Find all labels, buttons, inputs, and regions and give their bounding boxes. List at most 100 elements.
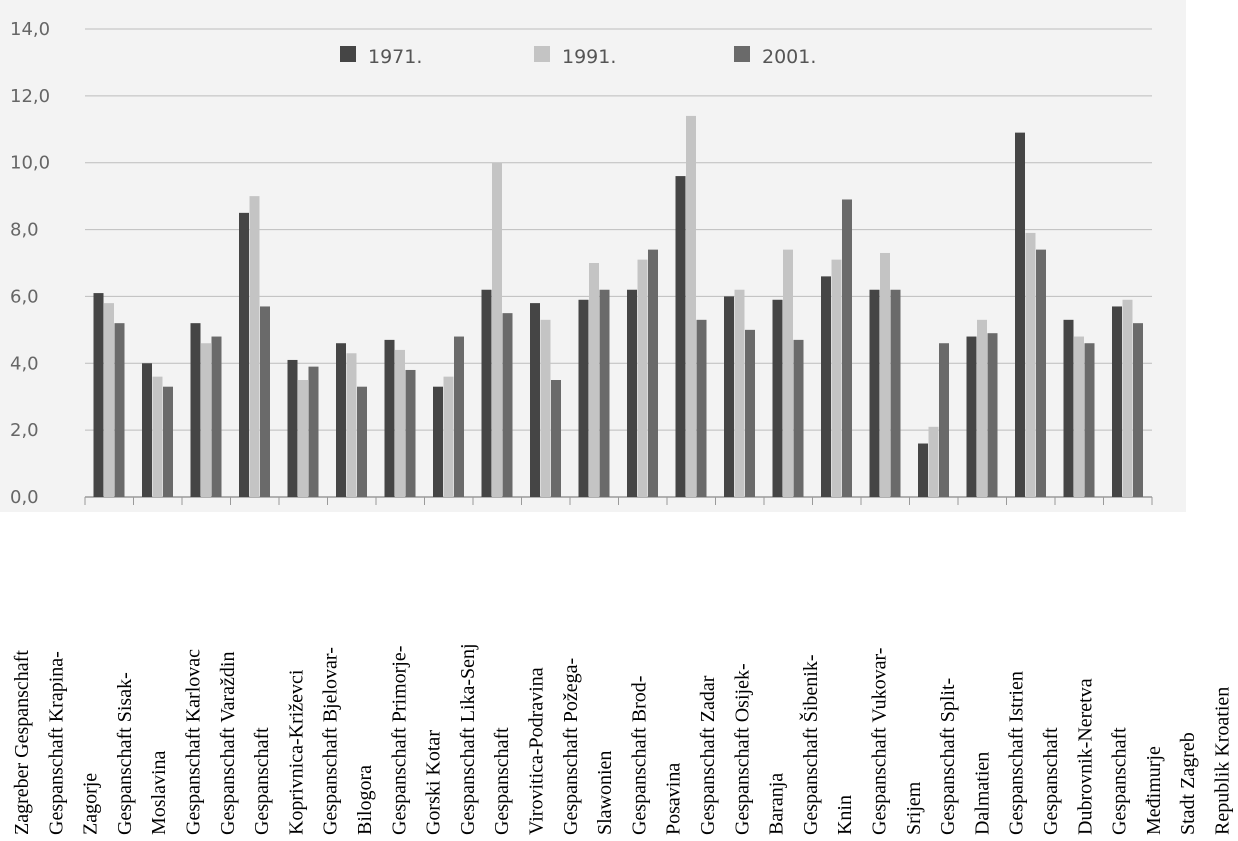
bar-1991-9 [540, 319, 551, 497]
y-tick-label: 0,0 [10, 487, 39, 508]
bar-1991-8 [492, 162, 502, 497]
category-label: Međimurje [1143, 746, 1165, 835]
category-labels: Zagreber Gespanschaft Gespanschaft Krapin… [11, 643, 1234, 835]
bar-2001-1 [163, 386, 173, 497]
category-label: Gespanschaft Brod- [628, 676, 650, 835]
bar-2001-21 [1133, 323, 1143, 497]
bar-2001-0 [114, 323, 125, 497]
bar-1971-14 [772, 299, 783, 497]
bars [93, 115, 1143, 498]
bar-1971-16 [869, 289, 880, 497]
y-tick-label: 14,0 [10, 19, 50, 40]
bar-2001-9 [551, 380, 561, 497]
category-label: Baranja [766, 773, 788, 835]
category-label: Gespanschaft Istrien [1006, 671, 1028, 835]
bar-2001-8 [502, 313, 513, 497]
bar-2001-17 [939, 343, 949, 497]
category-label: Bilogora [354, 765, 376, 835]
bar-1991-0 [104, 303, 114, 497]
category-label: Gespanschaft [1109, 727, 1131, 835]
legend-swatch [340, 46, 356, 62]
category-label: Stadt Zagreb [1177, 732, 1199, 835]
bar-1971-5 [336, 343, 346, 497]
bar-1991-11 [637, 259, 648, 497]
bar-2001-20 [1084, 343, 1095, 497]
bar-2001-12 [696, 319, 707, 497]
bar-1971-12 [675, 176, 686, 498]
bar-1971-10 [578, 299, 589, 497]
bar-2001-7 [454, 336, 464, 497]
category-label: Koprivnica-Križevci [285, 669, 307, 835]
category-label: Knin [834, 795, 856, 835]
legend-label: 1971. [368, 46, 422, 68]
bar-1971-11 [627, 289, 637, 497]
category-label: Gespanschaft Požega- [560, 658, 582, 835]
bar-1971-20 [1063, 319, 1074, 497]
bar-2001-11 [648, 249, 658, 497]
bar-2001-6 [405, 369, 416, 497]
y-tick-label: 4,0 [10, 353, 39, 374]
bar-2001-16 [890, 289, 901, 497]
bar-1991-10 [589, 263, 599, 497]
category-label: Gespanschaft [1040, 727, 1062, 835]
bar-2001-15 [842, 199, 852, 497]
bar-1971-9 [530, 303, 540, 497]
bar-1971-7 [433, 386, 443, 497]
bar-1991-19 [1025, 232, 1036, 497]
bar-1971-6 [384, 339, 395, 497]
y-tick-label: 2,0 [10, 420, 39, 441]
category-label: Virovitica-Podravina [526, 667, 548, 835]
bar-2001-19 [1036, 249, 1046, 497]
bar-1971-1 [142, 363, 152, 497]
bar-1971-2 [190, 323, 201, 497]
bar-1971-18 [966, 336, 977, 497]
legend-label: 1991. [562, 46, 616, 68]
y-tick-label: 8,0 [10, 220, 39, 241]
category-label: Slawonien [594, 751, 616, 835]
category-label: Gespanschaft Zadar [697, 675, 719, 835]
category-label: Gespanschaft Osijek- [731, 663, 753, 835]
bar-1971-0 [93, 293, 104, 497]
legend-swatch [734, 46, 750, 62]
category-label: Moslavina [148, 750, 170, 835]
bar-1991-2 [201, 343, 211, 497]
category-label: Posavina [663, 763, 685, 835]
bar-2001-3 [260, 306, 270, 497]
bar-1971-21 [1112, 306, 1122, 497]
bar-1991-17 [928, 426, 939, 497]
bar-2001-13 [745, 329, 755, 497]
category-label: Republik Kroatien [1212, 687, 1234, 835]
category-label: Gorski Kotar [423, 730, 445, 835]
category-label: Gespanschaft [251, 727, 273, 835]
legend: 1971. 1991. 2001. [340, 46, 816, 68]
bar-1991-5 [346, 353, 357, 497]
bar-1991-15 [831, 259, 842, 497]
category-label: Dubrovnik-Neretva [1074, 678, 1096, 835]
bar-2001-14 [793, 339, 804, 497]
bar-1991-20 [1074, 336, 1084, 497]
bar-1991-6 [395, 349, 405, 497]
category-label: Srijem [903, 781, 925, 835]
bar-1991-12 [686, 115, 696, 498]
bar-1971-8 [481, 289, 492, 497]
bar-2001-4 [308, 366, 319, 497]
category-label: Gespanschaft Sisak- [114, 672, 136, 835]
bar-2001-2 [211, 336, 222, 497]
bar-1991-21 [1122, 299, 1133, 497]
legend-swatch [534, 46, 550, 62]
category-label: Gespanschaft Split- [937, 678, 959, 835]
bar-2001-18 [987, 333, 998, 497]
category-label: Gespanschaft Šibenik- [798, 654, 822, 835]
category-label: Zagreber Gespanschaft [11, 650, 33, 835]
category-label: Gespanschaft [491, 727, 513, 835]
bar-1971-13 [724, 296, 734, 497]
category-label: Gespanschaft Krapina- [45, 651, 67, 835]
y-tick-label: 10,0 [10, 153, 50, 174]
bar-1971-19 [1015, 132, 1025, 497]
bar-1991-7 [443, 376, 454, 497]
bar-1991-3 [249, 196, 260, 497]
category-label: Zagorje [80, 773, 102, 835]
y-tick-label: 12,0 [10, 86, 50, 107]
y-axis-ticks: 0,0 2,0 4,0 6,0 8,0 10,0 12,0 14,0 [10, 19, 50, 508]
